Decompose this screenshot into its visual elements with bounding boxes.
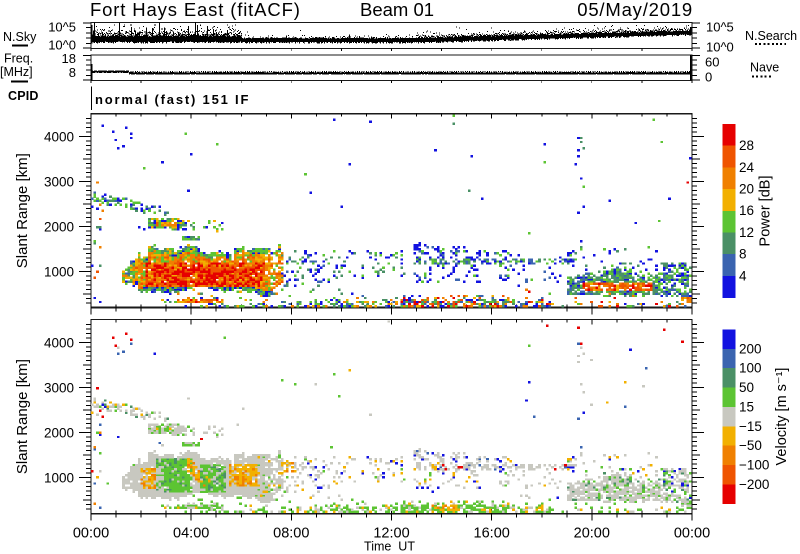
svg-text:3000: 3000 bbox=[44, 175, 74, 190]
svg-text:1000: 1000 bbox=[44, 470, 74, 485]
svg-text:Fort Hays East (fitACF): Fort Hays East (fitACF) bbox=[90, 0, 301, 20]
svg-text:15: 15 bbox=[739, 399, 754, 414]
svg-text:1000: 1000 bbox=[44, 265, 74, 280]
svg-text:20: 20 bbox=[739, 182, 754, 197]
svg-text:16:00: 16:00 bbox=[474, 526, 510, 542]
svg-text:Slant Range [km]: Slant Range [km] bbox=[14, 359, 31, 474]
svg-text:10^0: 10^0 bbox=[706, 40, 734, 55]
svg-text:−100: −100 bbox=[739, 458, 769, 473]
svg-text:8: 8 bbox=[69, 65, 76, 80]
svg-text:100: 100 bbox=[739, 361, 762, 376]
svg-text:Time UT: Time UT bbox=[364, 540, 415, 554]
svg-text:10^0: 10^0 bbox=[48, 38, 76, 53]
svg-text:60: 60 bbox=[705, 55, 719, 70]
svg-text:4: 4 bbox=[739, 268, 747, 283]
svg-text:0: 0 bbox=[705, 70, 712, 85]
svg-text:2000: 2000 bbox=[44, 425, 74, 440]
svg-text:Freq.: Freq. bbox=[4, 52, 33, 66]
svg-text:05/May/2019: 05/May/2019 bbox=[577, 0, 693, 20]
svg-text:12: 12 bbox=[739, 225, 754, 240]
svg-text:−15: −15 bbox=[739, 419, 762, 434]
svg-text:Velocity [m s⁻¹]: Velocity [m s⁻¹] bbox=[774, 368, 790, 466]
svg-text:Slant Range [km]: Slant Range [km] bbox=[14, 153, 31, 268]
svg-text:04:00: 04:00 bbox=[173, 526, 209, 542]
svg-text:50: 50 bbox=[739, 380, 754, 395]
svg-text:8: 8 bbox=[739, 247, 747, 262]
svg-text:Beam 01: Beam 01 bbox=[360, 0, 434, 20]
svg-text:18: 18 bbox=[62, 51, 76, 66]
svg-text:N.Sky: N.Sky bbox=[3, 30, 37, 44]
svg-text:−200: −200 bbox=[739, 477, 769, 492]
svg-text:16: 16 bbox=[739, 203, 754, 218]
svg-text:CPID: CPID bbox=[8, 89, 39, 103]
svg-text:Power [dB]: Power [dB] bbox=[758, 176, 774, 247]
svg-text:[MHz]: [MHz] bbox=[0, 65, 33, 79]
svg-text:3000: 3000 bbox=[44, 380, 74, 395]
svg-text:08:00: 08:00 bbox=[273, 526, 309, 542]
svg-text:2000: 2000 bbox=[44, 220, 74, 235]
svg-text:Nave: Nave bbox=[750, 61, 779, 75]
svg-text:−50: −50 bbox=[739, 438, 762, 453]
svg-text:10^5: 10^5 bbox=[48, 20, 76, 35]
svg-text:4000: 4000 bbox=[44, 335, 74, 350]
svg-text:20:00: 20:00 bbox=[574, 526, 610, 542]
svg-text:10^5: 10^5 bbox=[706, 20, 734, 35]
svg-text:28: 28 bbox=[739, 138, 754, 153]
svg-text:00:00: 00:00 bbox=[73, 526, 109, 542]
svg-text:N.Search: N.Search bbox=[745, 29, 797, 43]
svg-text:00:00: 00:00 bbox=[674, 526, 710, 542]
svg-text:24: 24 bbox=[739, 160, 755, 175]
svg-text:12:00: 12:00 bbox=[373, 526, 409, 542]
svg-text:normal (fast) 151 IF: normal (fast) 151 IF bbox=[95, 92, 250, 107]
svg-text:4000: 4000 bbox=[44, 130, 74, 145]
svg-text:200: 200 bbox=[739, 341, 762, 356]
